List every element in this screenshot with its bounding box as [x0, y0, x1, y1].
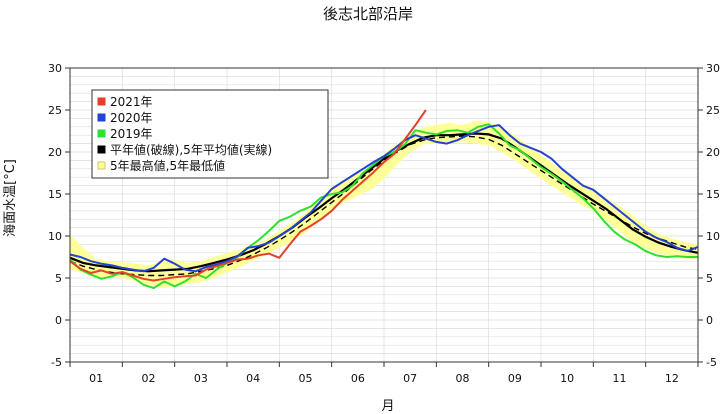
legend-swatch-y2021 [97, 97, 106, 106]
chart-title: 後志北部沿岸 [323, 5, 413, 23]
x-axis-label: 月 [381, 399, 394, 414]
x-tick-label: 11 [613, 372, 627, 385]
x-tick-label: 02 [142, 372, 156, 385]
y-tick-label-right: 10 [706, 230, 720, 243]
y-tick-label-left: 30 [48, 62, 62, 75]
y-tick-label-left: -5 [51, 356, 62, 369]
y-tick-label-right: -5 [706, 356, 717, 369]
x-tick-label: 08 [456, 372, 470, 385]
x-tick-label: 10 [560, 372, 574, 385]
legend-label-band: 5年最高値,5年最低値 [110, 158, 225, 173]
x-tick-label: 01 [89, 372, 103, 385]
x-tick-label: 09 [508, 372, 522, 385]
legend-swatch-band [97, 161, 106, 170]
max-min-band [70, 120, 698, 289]
legend: 2021年 2020年 2019年平年値(破線),5年平均値(実線)5年最高値,5年… [91, 89, 329, 179]
y-tick-label-right: 20 [706, 146, 720, 159]
max-min-band-group [70, 120, 698, 289]
y-axis-label: 海面水温[°C] [3, 159, 18, 237]
x-tick-label: 06 [351, 372, 365, 385]
legend-label-y2019: 2019年 [110, 127, 153, 141]
y-tick-label-left: 0 [55, 314, 62, 327]
y-tick-label-right: 0 [706, 314, 713, 327]
legend-swatch-y2019 [97, 129, 106, 138]
legend-swatch-normal [97, 145, 106, 154]
x-tick-label: 05 [299, 372, 313, 385]
y-tick-label-right: 15 [706, 188, 720, 201]
five-year-mean-line [69, 132, 699, 273]
x-tick-label: 12 [665, 372, 679, 385]
y-tick-label-left: 15 [48, 188, 62, 201]
y-tick-label-left: 5 [55, 272, 62, 285]
series-line-y2021 [69, 109, 427, 282]
legend-label-y2020: 2020年 [110, 111, 153, 125]
legend-box [91, 89, 329, 179]
legend-label-y2021: 2021年 [110, 95, 153, 109]
y-tick-label-right: 25 [706, 104, 720, 117]
y-tick-label-left: 25 [48, 104, 62, 117]
x-tick-label: 04 [246, 372, 260, 385]
legend-label-normal: 平年値(破線),5年平均値(実線) [110, 142, 272, 157]
y-tick-label-right: 30 [706, 62, 720, 75]
series-lines-group [69, 109, 699, 290]
x-tick-label: 03 [194, 372, 208, 385]
x-tick-label: 07 [403, 372, 417, 385]
y-tick-label-right: 5 [706, 272, 713, 285]
legend-swatch-y2020 [97, 113, 106, 122]
y-tick-label-left: 10 [48, 230, 62, 243]
normal-dashed-line [69, 135, 699, 277]
series-line-y2020 [69, 124, 699, 273]
y-tick-label-left: 20 [48, 146, 62, 159]
